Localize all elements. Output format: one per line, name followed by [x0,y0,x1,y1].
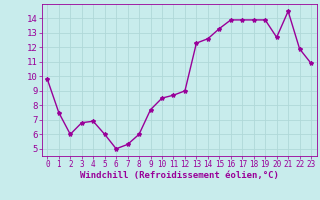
X-axis label: Windchill (Refroidissement éolien,°C): Windchill (Refroidissement éolien,°C) [80,171,279,180]
